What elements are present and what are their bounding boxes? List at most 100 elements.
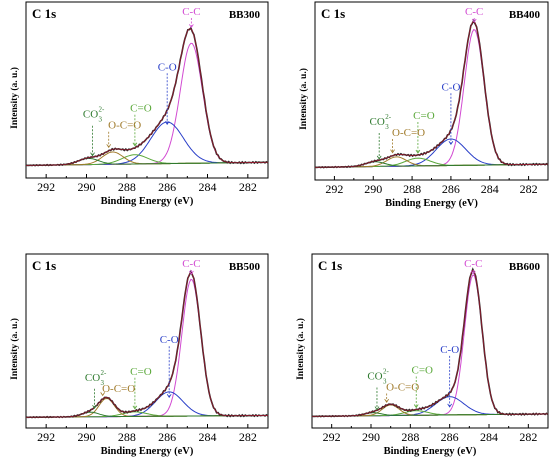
arrow-o-c-eq-o-head: [106, 144, 112, 149]
arrow-c-eq-o-head: [413, 404, 419, 409]
x-tick-label: 282: [519, 430, 537, 444]
component-curve-c-c: [26, 278, 269, 418]
fitted-envelope: [26, 271, 269, 418]
arrow-co3-head: [92, 404, 97, 409]
x-tick-label: 286: [441, 430, 459, 444]
panel-bb600: 292 290 288 286 284 282 Binding Energy (eV) Int…: [295, 253, 549, 457]
x-axis-label: Binding Energy (eV): [385, 198, 478, 209]
panel-label: C 1s: [321, 6, 345, 21]
y-axis-label: Intensity (a. u.): [298, 68, 309, 130]
arrow-o-c-eq-o-head: [100, 392, 105, 397]
plot-frame: [25, 1, 269, 179]
arrow-c-eq-o-head: [415, 149, 421, 154]
label-c-eq-o: C=O: [411, 364, 433, 376]
x-tick-label: 288: [401, 430, 419, 444]
x-tick-label: 282: [520, 182, 538, 196]
arrow-c-c-head: [471, 18, 477, 23]
y-axis-label: Intensity (a. u.): [295, 318, 306, 380]
label-co3-subscript: 3: [383, 377, 387, 385]
y-axis-label: Intensity (a. u.): [9, 318, 20, 380]
label-o-c-eq-o: O-C=O: [102, 383, 135, 395]
panel-label: C 1s: [32, 258, 56, 273]
label-c-c: C-C: [465, 6, 483, 18]
label-co3: CO: [83, 109, 98, 121]
experimental-curve: [25, 269, 269, 419]
arrow-c-o-head: [164, 121, 170, 126]
label-c-eq-o: C=O: [130, 366, 152, 378]
label-co3-superscript: 2-: [385, 113, 392, 121]
label-co3: CO: [85, 372, 100, 384]
label-c-o: C-O: [441, 81, 460, 93]
label-co3-subscript: 3: [101, 379, 105, 387]
x-tick-label: 288: [118, 180, 136, 194]
label-co3: CO: [370, 116, 385, 128]
fitted-envelope: [311, 269, 548, 417]
x-tick-label: 288: [403, 182, 421, 196]
x-tick-label: 284: [199, 430, 217, 444]
x-tick-label: 282: [239, 430, 257, 444]
x-tick-label: 292: [323, 430, 341, 444]
x-tick-label: 284: [480, 430, 498, 444]
plot-frame: [311, 253, 549, 429]
arrow-o-c-eq-o-head: [384, 398, 389, 403]
x-tick-label: 286: [158, 430, 176, 444]
x-tick-label: 290: [364, 182, 382, 196]
label-co3-superscript: 2-: [99, 106, 106, 114]
arrow-co3-head: [90, 152, 95, 157]
label-c-c: C-C: [464, 258, 482, 270]
label-o-c-eq-o: O-C=O: [386, 381, 419, 393]
experimental-curve: [311, 267, 549, 418]
panel-bb300: 292 290 288 286 284 282 Binding Energy (eV) Int…: [9, 1, 269, 207]
arrow-c-eq-o-head: [132, 142, 138, 147]
x-tick-label: 292: [37, 430, 55, 444]
label-co3-superscript: 2-: [383, 367, 390, 375]
component-curve-c-c: [315, 28, 548, 168]
sample-label: BB400: [509, 9, 541, 21]
x-tick-label: 292: [37, 180, 55, 194]
arrow-co3-head: [374, 406, 380, 411]
panel-label: C 1s: [318, 258, 342, 273]
label-c-c: C-C: [182, 6, 200, 18]
label-c-eq-o: C=O: [130, 103, 152, 115]
plot-frame: [314, 1, 549, 181]
label-co3-superscript: 2-: [101, 369, 108, 377]
x-tick-label: 282: [239, 180, 257, 194]
label-c-c: C-C: [182, 258, 200, 270]
x-tick-label: 290: [362, 430, 380, 444]
fitted-envelope: [315, 20, 548, 168]
fitted-envelope: [26, 28, 268, 166]
x-tick-label: 292: [325, 182, 343, 196]
label-o-c-eq-o: O-C=O: [108, 120, 141, 132]
component-curve-c-c: [311, 274, 548, 417]
arrow-c-o-head: [166, 394, 172, 398]
arrow-c-c-head: [189, 270, 194, 275]
panel-bb500: 292 290 288 286 284 282 Binding Energy (eV) Int…: [9, 253, 269, 457]
label-o-c-eq-o: O-C=O: [392, 127, 425, 139]
label-c-o: C-O: [158, 61, 177, 73]
label-c-eq-o: C=O: [413, 110, 435, 122]
arrow-c-c-head: [470, 270, 476, 275]
arrow-co3-head: [376, 155, 382, 160]
arrow-o-c-eq-o-head: [390, 149, 395, 154]
label-co3: CO: [367, 370, 382, 382]
x-tick-label: 284: [199, 180, 217, 194]
x-tick-label: 284: [481, 182, 499, 196]
panel-label: C 1s: [32, 6, 56, 21]
sample-label: BB500: [229, 261, 261, 273]
sample-label: BB600: [509, 261, 541, 273]
x-tick-label: 286: [158, 180, 176, 194]
arrow-c-o-head: [447, 403, 452, 408]
arrow-c-c-head: [189, 24, 194, 29]
x-tick-label: 286: [442, 182, 460, 196]
plot-frame: [25, 253, 269, 429]
y-axis-label: Intensity (a. u.): [9, 67, 20, 129]
x-tick-label: 290: [78, 180, 96, 194]
label-co3-subscript: 3: [99, 116, 103, 124]
panel-bb400: 292 290 288 286 284 282 Binding Energy (eV) Int…: [298, 1, 549, 209]
x-tick-label: 290: [78, 430, 96, 444]
component-curve-c-o: [26, 121, 268, 166]
arrow-c-eq-o-head: [132, 405, 138, 410]
label-c-o: C-O: [440, 344, 459, 356]
x-axis-label: Binding Energy (eV): [101, 446, 194, 457]
arrow-c-o-head: [448, 141, 454, 145]
